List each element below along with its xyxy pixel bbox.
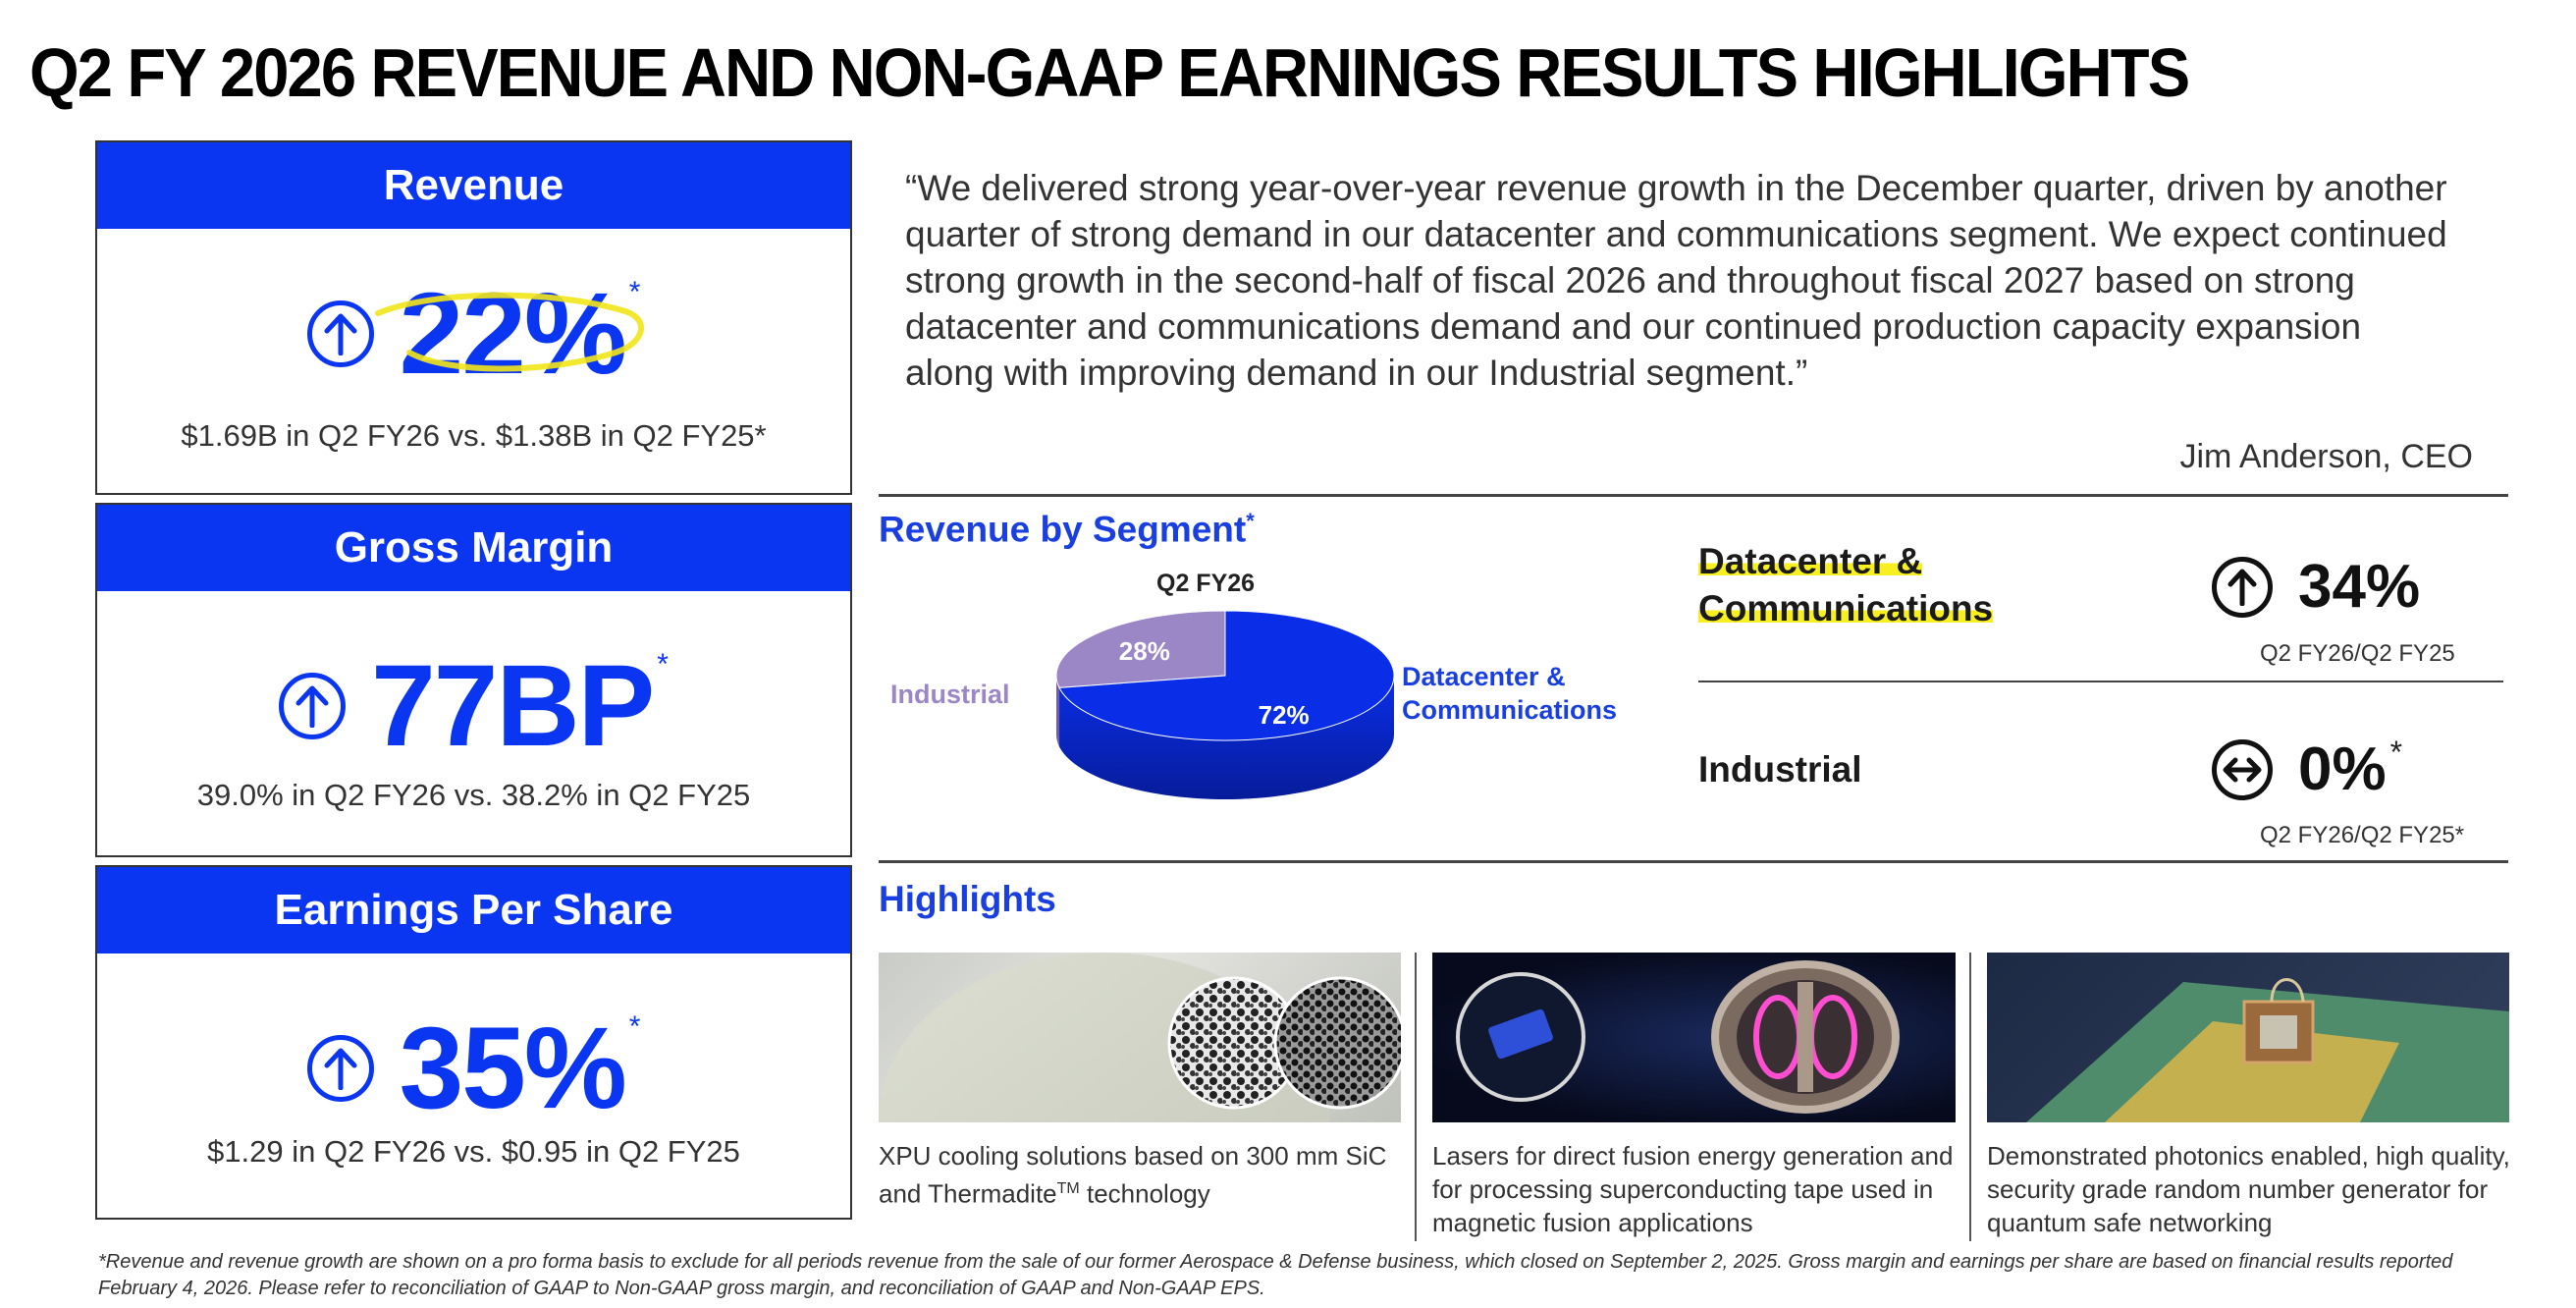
pie-legend-industrial: Industrial [890, 680, 1010, 709]
revenue-comparison: $1.69B in Q2 FY26 vs. $1.38B in Q2 FY25* [181, 418, 767, 453]
footnote-star: * [657, 648, 669, 681]
eps-card: Earnings Per Share 35% * $1.29 in Q2 FY2… [95, 865, 852, 1220]
divider [879, 494, 2508, 497]
pie-value-label-datacenter: 72% [1259, 700, 1310, 730]
pie-slice-industrial-side [1056, 676, 1060, 747]
quote-attribution: Jim Anderson, CEO [2179, 438, 2473, 475]
revenue-value-row: 22% * [97, 276, 850, 392]
gross-margin-value-row: 77BP * [97, 648, 850, 764]
revenue-card-header: Revenue [97, 142, 850, 229]
segment-growth-datacenter: 34% [2212, 552, 2420, 622]
gross-margin-card: Gross Margin 77BP * 39.0% in Q2 FY26 vs.… [95, 503, 852, 857]
up-arrow-icon [306, 300, 374, 367]
up-arrow-icon [279, 673, 347, 739]
fusion-reactor-image [1456, 960, 1900, 1114]
eps-growth-value: 35% [399, 1004, 627, 1133]
pie-legend-datacenter-line2: Communications [1402, 695, 1618, 725]
highlight-caption-photonics-rng: Demonstrated photonics enabled, high qua… [1987, 1141, 2510, 1237]
highlight-photo-fusion-lasers [1432, 953, 1956, 1122]
segment-name-datacenter: Datacenter & Communications [1698, 541, 1994, 628]
pie-slice-industrial [1055, 610, 1226, 688]
segment-name-industrial: Industrial [1698, 749, 1862, 790]
segment-period-note: Q2 FY26/Q2 FY25* [2260, 822, 2465, 848]
page-title: Q2 FY 2026 REVENUE AND NON-GAAP EARNINGS… [29, 34, 2190, 111]
gross-margin-comparison: 39.0% in Q2 FY26 vs. 38.2% in Q2 FY25 [196, 778, 751, 812]
highlights-title: Highlights [879, 879, 1056, 919]
gross-margin-card-header: Gross Margin [97, 505, 850, 591]
footnote-star: * [2389, 735, 2403, 770]
yellow-annotation-mark [374, 292, 644, 372]
segment-growth-industrial: 0% * [2212, 735, 2402, 804]
up-arrow-icon [2212, 556, 2273, 618]
divider [1698, 681, 2503, 682]
eps-card-body: 35% * $1.29 in Q2 FY26 vs. $0.95 in Q2 F… [97, 954, 850, 1218]
divider [1969, 953, 1971, 1241]
pie-slice-datacenter [1058, 610, 1395, 741]
ceo-quote: “We delivered strong year-over-year reve… [905, 168, 2447, 393]
eps-value-row: 35% * [97, 1010, 850, 1126]
left-right-arrow-icon [2212, 738, 2273, 800]
segment-growth-value: 0% [2298, 736, 2387, 803]
wafer-image [879, 953, 1401, 1122]
pie-chart-label: Q2 FY26 [1156, 570, 1256, 597]
footnote: *Revenue and revenue growth are shown on… [98, 1251, 2453, 1299]
footnote-star: * [628, 1010, 641, 1043]
revenue-card-body: 22% * $1.69B in Q2 FY26 vs. $1.38B in Q2… [97, 229, 850, 493]
highlight-photo-photonics-rng [1987, 953, 2509, 1122]
eps-card-header: Earnings Per Share [97, 867, 850, 954]
pie-slice-datacenter-side [1059, 676, 1394, 800]
footnote-star: * [628, 276, 641, 308]
gross-margin-card-body: 77BP * 39.0% in Q2 FY26 vs. 38.2% in Q2 … [97, 591, 850, 855]
segment-period-note: Q2 FY26/Q2 FY25 [2260, 640, 2455, 667]
photonics-chip-image [2026, 978, 2509, 1122]
divider [1415, 953, 1417, 1241]
pie-legend-datacenter-line1: Datacenter & [1402, 662, 1566, 691]
highlight-photo-sic-cooling [879, 953, 1401, 1122]
divider [879, 860, 2508, 863]
revenue-card: Revenue 22% * $1.69B in Q2 FY26 vs. $1.3… [95, 140, 852, 495]
segment-growth-value: 34% [2298, 553, 2421, 621]
gross-margin-value: 77BP [371, 641, 655, 771]
segment-pie-chart: 28% 72% [1055, 610, 1395, 800]
pie-legend-datacenter: Datacenter & Communications [1402, 660, 1617, 727]
segment-section-title: Revenue by Segment* [879, 509, 1255, 550]
pie-value-label-industrial: 28% [1119, 636, 1170, 666]
up-arrow-icon [306, 1035, 374, 1102]
eps-comparison: $1.29 in Q2 FY26 vs. $0.95 in Q2 FY25 [207, 1134, 740, 1169]
highlight-caption-fusion-lasers: Lasers for direct fusion energy generati… [1432, 1141, 1954, 1237]
highlight-caption-sic-cooling: XPU cooling solutions based on 300 mm Si… [879, 1141, 1387, 1209]
